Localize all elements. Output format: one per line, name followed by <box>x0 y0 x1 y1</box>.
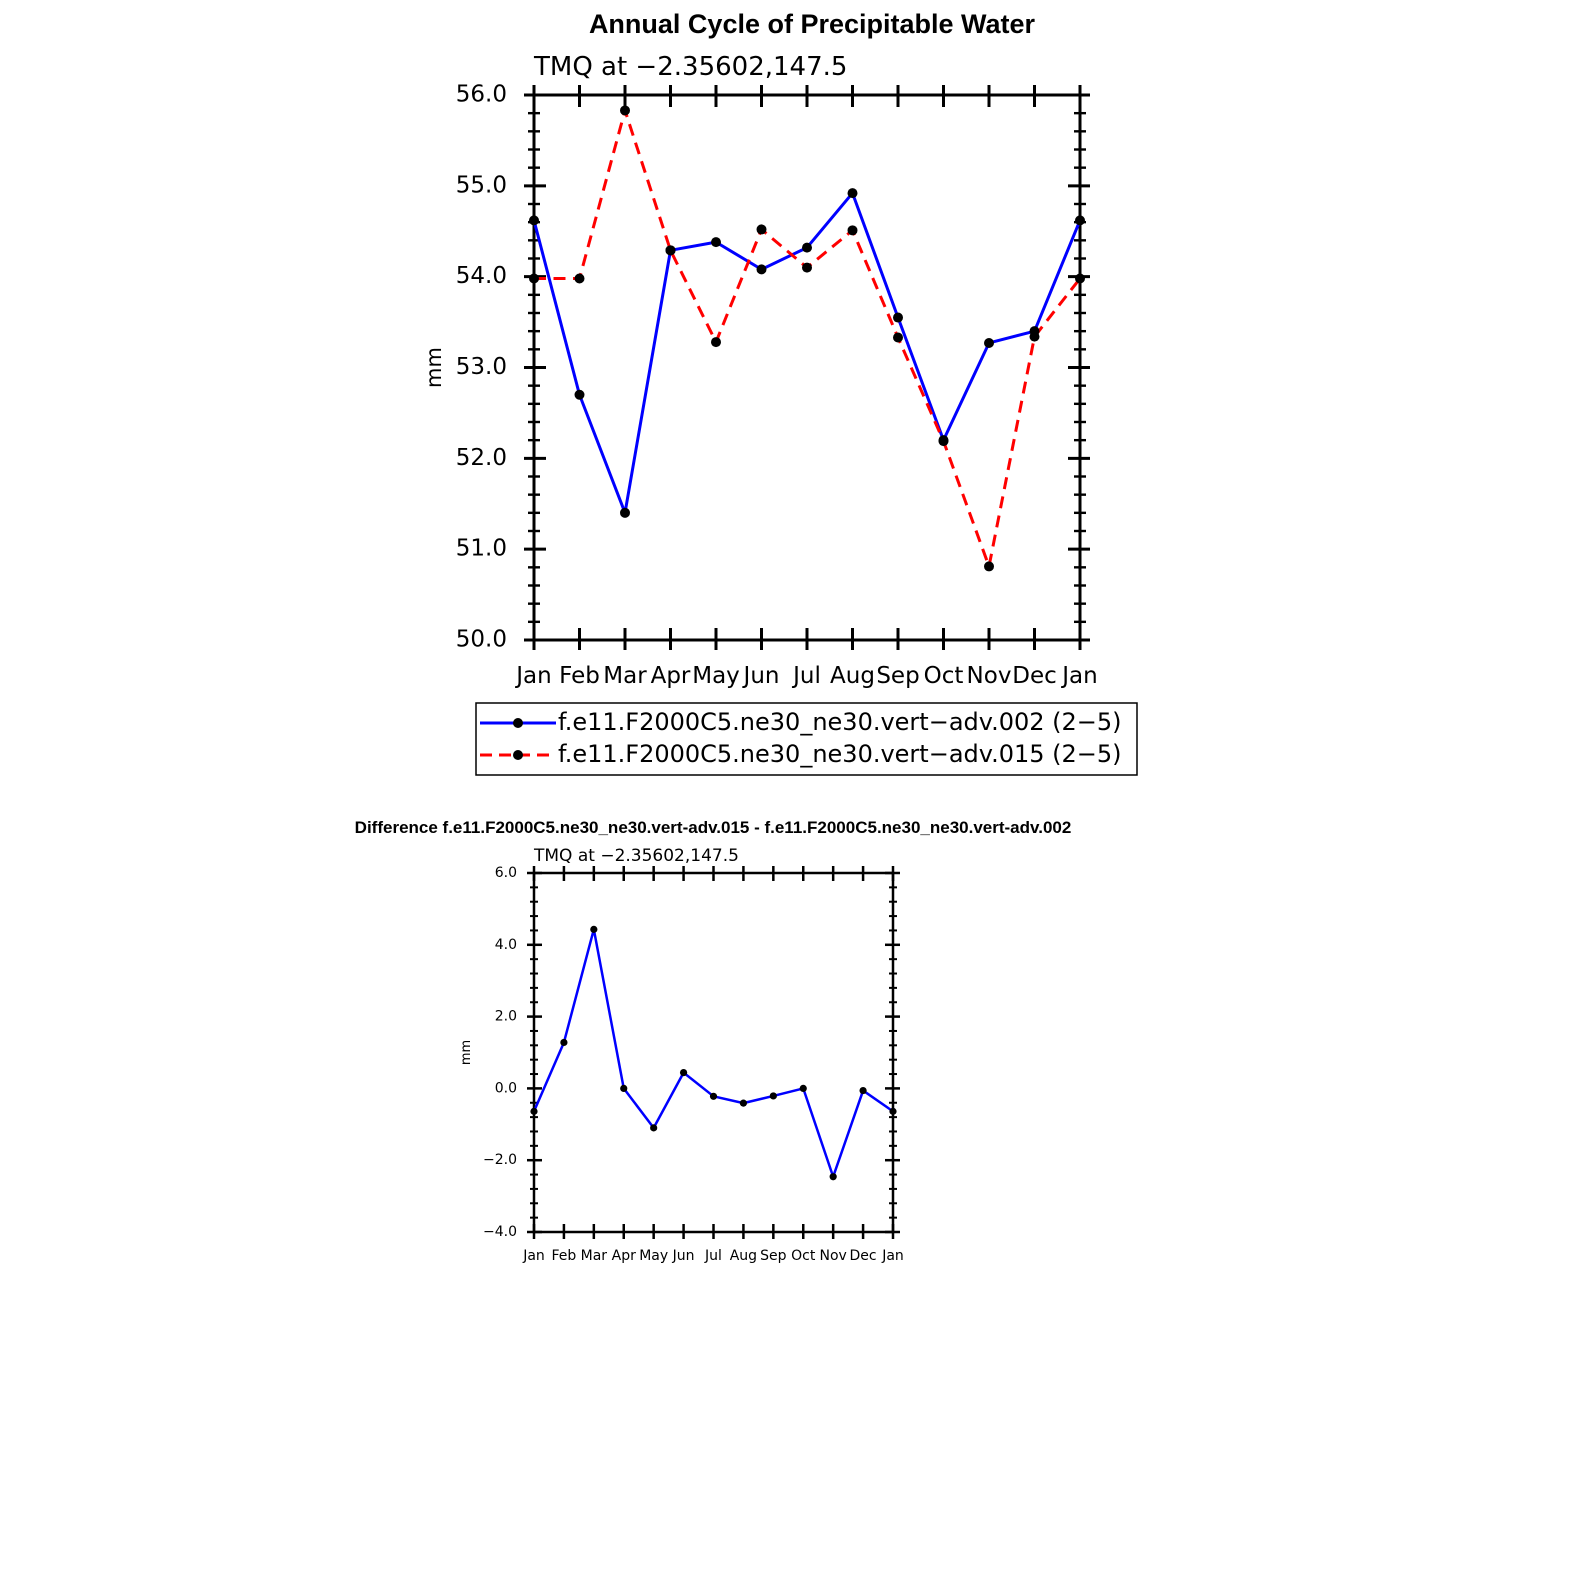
legend-marker-1 <box>513 718 523 728</box>
x-tick-label: May <box>639 1248 668 1264</box>
x-tick-label: Feb <box>552 1248 577 1264</box>
y-axis-label: mm <box>459 1040 474 1065</box>
series-1-point <box>769 1092 777 1100</box>
legend-label-1: f.e11.F2000C5.ne30_ne30.vert−adv.002 (2−… <box>558 708 1122 736</box>
y-tick-label: 56.0 <box>456 82 507 108</box>
chart-subtitle: TMQ at −2.35602,147.5 <box>533 52 847 82</box>
x-tick-label: Dec <box>850 1248 877 1264</box>
x-tick-label: Nov <box>820 1248 847 1264</box>
series-2-point <box>1029 331 1040 342</box>
y-tick-label: 54.0 <box>456 263 507 289</box>
series-1-point <box>590 925 598 933</box>
series-2-point <box>756 224 767 235</box>
x-tick-label: Dec <box>1012 663 1057 689</box>
series-1-point <box>620 507 630 518</box>
legend-label-2: f.e11.F2000C5.ne30_ne30.vert−adv.015 (2−… <box>558 740 1122 768</box>
y-tick-label: 55.0 <box>456 172 507 198</box>
y-tick-label: −4.0 <box>483 1224 517 1240</box>
x-tick-label: Sep <box>760 1248 787 1264</box>
y-tick-label: 4.0 <box>495 937 517 953</box>
main-title: Annual Cycle of Precipitable Water <box>589 9 1036 39</box>
series-1-point <box>799 1084 807 1092</box>
x-tick-label: Jun <box>672 1248 695 1264</box>
series-2-point <box>984 561 994 572</box>
y-tick-label: 50.0 <box>456 627 507 653</box>
x-tick-label: Jan <box>1060 663 1097 689</box>
y-tick-label: 53.0 <box>456 354 507 380</box>
x-tick-label: Jan <box>514 663 551 689</box>
series-1-point <box>574 389 585 400</box>
series-line-1 <box>532 928 894 1178</box>
series-2-point <box>847 225 858 236</box>
series-1-point <box>650 1124 658 1132</box>
x-tick-label: Jan <box>522 1248 545 1264</box>
series-1-point <box>620 1084 628 1092</box>
x-tick-label: Oct <box>924 663 964 689</box>
series-1-point <box>829 1173 837 1181</box>
series-line-1 <box>532 191 1082 515</box>
series-1-point <box>756 264 767 275</box>
x-tick-label: Sep <box>876 663 919 689</box>
x-tick-label: Oct <box>791 1248 816 1264</box>
x-tick-label: Feb <box>559 663 600 689</box>
series-1-point <box>739 1099 748 1107</box>
series-1-point <box>802 242 812 253</box>
series-1-point <box>529 215 539 226</box>
series-line-2 <box>534 108 1082 568</box>
y-tick-label: 6.0 <box>495 865 517 881</box>
x-tick-label: Jul <box>704 1248 722 1264</box>
series-2-point <box>665 245 676 256</box>
y-axis-label: mm <box>422 347 446 388</box>
chart-panel-2: Difference f.e11.F2000C5.ne30_ne30.vert-… <box>355 818 1072 1264</box>
y-tick-label: 52.0 <box>456 445 507 471</box>
series-2-point <box>802 262 812 273</box>
y-tick-label: 2.0 <box>495 1009 517 1025</box>
series-2-point <box>574 273 585 284</box>
series-2-point <box>1075 273 1085 284</box>
legend-box <box>475 702 1138 776</box>
y-tick-label: 0.0 <box>495 1080 517 1096</box>
y-tick-label: −2.0 <box>483 1152 517 1168</box>
x-tick-label: Aug <box>830 663 875 689</box>
series-1-point <box>984 337 994 348</box>
chart-title: Difference f.e11.F2000C5.ne30_ne30.vert-… <box>355 818 1072 837</box>
series-1-point <box>709 1092 718 1100</box>
plot-frame <box>532 93 1082 642</box>
series-1-point <box>1075 215 1085 226</box>
x-tick-label: May <box>692 663 740 689</box>
legend-marker-2 <box>513 750 523 760</box>
y-tick-label: 51.0 <box>456 536 507 562</box>
series-1-point <box>560 1038 568 1047</box>
x-tick-label: Jul <box>791 663 821 689</box>
x-tick-label: Mar <box>603 663 647 689</box>
chart-panel-1: TMQ at −2.35602,147.5 50.0 51.0 52.0 53.0 54.… <box>422 52 1138 776</box>
x-tick-label: Nov <box>967 663 1012 689</box>
series-1-point <box>679 1069 688 1077</box>
series-1-point <box>530 1107 538 1115</box>
series-2-point <box>620 105 630 116</box>
plot-frame <box>532 871 895 1234</box>
series-2-point <box>711 337 721 348</box>
series-1-point <box>889 1107 897 1115</box>
x-tick-label: Aug <box>730 1248 757 1264</box>
x-tick-label: Mar <box>581 1248 608 1264</box>
series-2-point <box>938 436 949 447</box>
series-1-point <box>893 312 903 323</box>
x-tick-label: Apr <box>651 663 691 689</box>
legend: f.e11.F2000C5.ne30_ne30.vert−adv.002 (2−… <box>475 702 1138 776</box>
series-1-point <box>711 237 721 248</box>
chart-subtitle: TMQ at −2.35602,147.5 <box>533 846 739 866</box>
series-2-point <box>893 332 903 343</box>
series-1-point <box>859 1086 867 1095</box>
x-tick-label: Apr <box>612 1248 636 1264</box>
series-1-point <box>847 188 858 199</box>
x-tick-label: Jan <box>881 1248 904 1264</box>
series-2-point <box>529 273 539 284</box>
x-tick-label: Jun <box>742 663 780 689</box>
